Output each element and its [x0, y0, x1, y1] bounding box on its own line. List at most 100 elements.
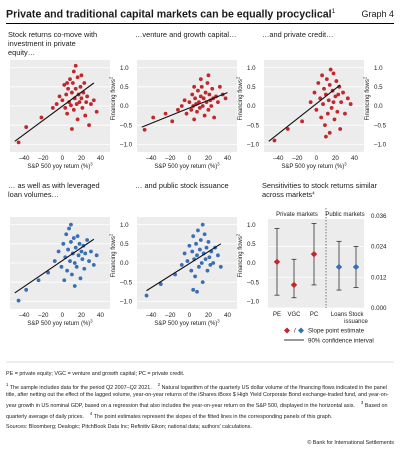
data-point [345, 96, 350, 101]
y-tick-label: 0.000 [371, 305, 387, 312]
data-point [300, 119, 304, 124]
y-tick-label: –0.5 [247, 279, 260, 286]
x-tick-label: 0 [315, 155, 319, 162]
data-point [199, 261, 204, 265]
notes: PE = private equity; VGC = venture and g… [6, 371, 394, 435]
data-point [66, 86, 70, 91]
data-point [210, 86, 215, 91]
data-point [198, 94, 203, 99]
data-point [82, 266, 87, 271]
y-tick-label: 1.0 [374, 65, 383, 72]
data-point [65, 111, 70, 116]
data-point [68, 77, 72, 82]
data-point [196, 88, 200, 93]
data-point [191, 287, 196, 292]
data-point [71, 69, 76, 74]
data-point [62, 83, 67, 87]
y-axis-label: Financing flows2 [236, 233, 244, 277]
data-point [89, 102, 93, 106]
data-point [190, 249, 195, 254]
x-tick-label: 20 [205, 155, 212, 162]
y-axis-label: Financing flows2 [109, 233, 117, 277]
fitted-line [268, 84, 341, 142]
data-point [333, 94, 338, 99]
panel-title: …and private credit… [262, 30, 333, 39]
y-tick-label: 0.5 [120, 241, 129, 248]
x-tick-label: 20 [78, 312, 85, 319]
data-point [79, 73, 84, 78]
data-point [218, 264, 223, 269]
data-point [334, 79, 339, 83]
x-tick-label: 40 [97, 312, 104, 319]
data-point [196, 228, 200, 233]
y-tick-label: –0.5 [120, 279, 133, 286]
data-point [331, 100, 336, 105]
x-tick-label: 0 [61, 312, 65, 319]
panel-title: Stock returns co-move with [8, 30, 97, 39]
data-point [331, 71, 336, 76]
data-point [204, 245, 209, 250]
data-point [57, 94, 62, 99]
data-point [83, 251, 88, 256]
y-tick-label: 1.0 [247, 65, 256, 72]
data-point [91, 98, 96, 103]
y-tick-label: 0.0 [247, 260, 256, 267]
data-point [308, 100, 313, 105]
data-point [322, 86, 326, 91]
x-tick-label: –20 [38, 312, 49, 319]
data-point [83, 113, 88, 118]
data-point [72, 261, 77, 265]
data-point [202, 232, 207, 237]
data-point [197, 106, 202, 110]
legend-marker-blue [298, 327, 304, 334]
data-point [63, 106, 68, 110]
data-point [85, 94, 90, 99]
x-tick-label: 20 [332, 155, 339, 162]
data-point [209, 104, 214, 108]
data-point [67, 226, 71, 231]
panel-title: across markets4 [262, 190, 315, 199]
data-point [74, 102, 79, 106]
data-point [327, 130, 332, 135]
y-tick-label: –1.0 [120, 299, 133, 306]
data-point [190, 92, 195, 97]
y-tick-label: 0.5 [247, 241, 256, 248]
legend-label-estimate: Slope point estimate [308, 328, 365, 335]
data-point [71, 236, 76, 240]
data-point [338, 127, 343, 131]
data-point [70, 81, 75, 85]
data-point [206, 240, 211, 244]
data-point [89, 249, 93, 254]
panel-title: investment in private [8, 39, 76, 48]
x-tick-label: 40 [97, 155, 104, 162]
data-point [24, 287, 29, 292]
footnote-2: 2 Natural logarithm of the quarterly US … [6, 382, 389, 410]
data-point [193, 96, 197, 101]
data-point [189, 107, 194, 112]
data-point [39, 115, 44, 120]
legend-marker-red [284, 327, 290, 334]
data-point [185, 259, 190, 263]
x-tick-label: –40 [19, 312, 30, 319]
slope-point-estimate [335, 263, 343, 271]
data-point [16, 298, 21, 303]
slope-point-estimate [290, 281, 298, 289]
data-point [158, 282, 163, 286]
data-point [78, 84, 83, 89]
data-point [207, 92, 212, 97]
category-label: PC [310, 312, 319, 318]
x-tick-label: 0 [61, 155, 65, 162]
data-point [223, 96, 228, 101]
panel-title: … and public stock issuance [135, 181, 229, 190]
panel-title: loan volumes… [8, 190, 59, 199]
data-point [70, 272, 74, 277]
x-tick-label: –20 [165, 312, 176, 319]
y-axis-label: Financing flows2 [363, 76, 371, 120]
data-point [46, 270, 50, 275]
x-axis-label: S&P 500 yoy return (%)3 [27, 162, 93, 170]
data-point [73, 63, 78, 68]
x-axis-label: S&P 500 yoy return (%)3 [281, 162, 347, 170]
data-point [64, 92, 69, 97]
data-point [69, 222, 73, 227]
data-point [203, 257, 208, 262]
